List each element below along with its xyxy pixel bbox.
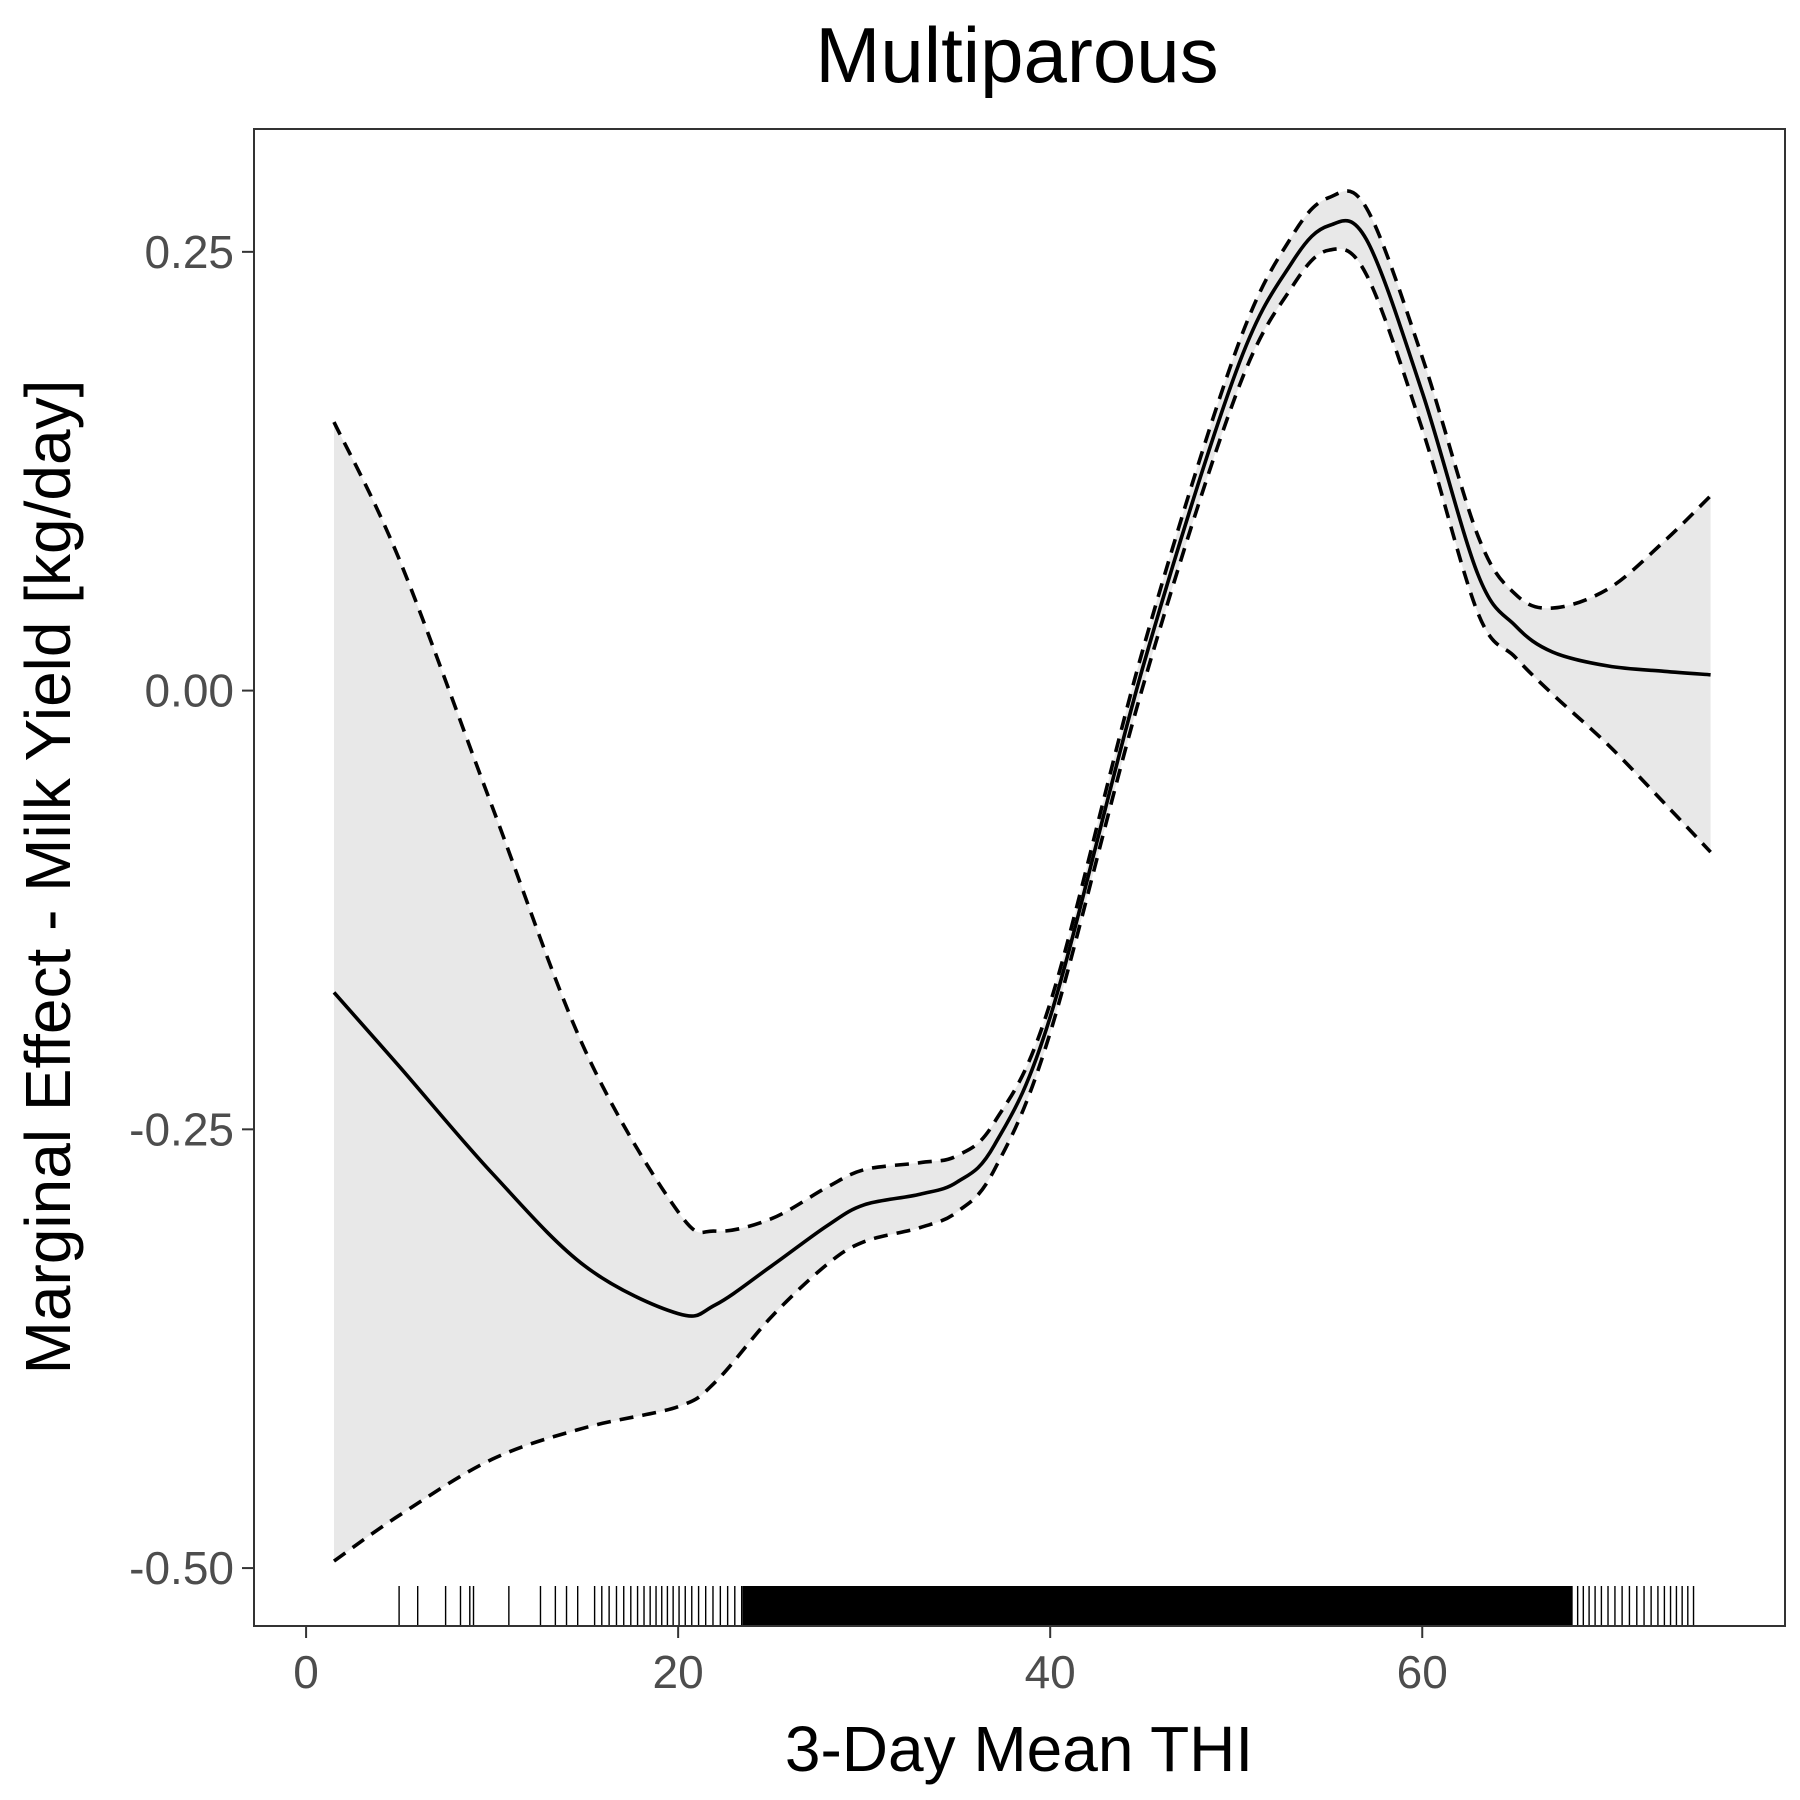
y-tick-label: -0.50 [129, 1542, 234, 1594]
panel-border [253, 128, 1786, 1627]
upper-bound-line [332, 189, 1712, 1235]
x-tick-label: 40 [1025, 1646, 1076, 1698]
series-layer [332, 189, 1712, 1563]
y-axis-title: Marginal Effect - Milk Yield [kg/day] [12, 380, 84, 1375]
y-axis: 0.25 0.00 -0.25 -0.50 [129, 226, 254, 1594]
confidence-band-layer [333, 190, 1711, 1562]
chart-title: Multiparous [815, 11, 1218, 99]
x-axis: 0 20 40 60 [293, 1626, 1448, 1698]
confidence-band [333, 190, 1711, 1562]
x-tick-label: 20 [653, 1646, 704, 1698]
x-tick-label: 0 [293, 1646, 319, 1698]
y-tick-label: 0.25 [144, 226, 234, 278]
estimate-line [332, 218, 1711, 1318]
y-tick-label: 0.00 [144, 665, 234, 717]
lower-bound-line [332, 247, 1712, 1563]
y-tick-label: -0.25 [129, 1103, 234, 1155]
x-tick-label: 60 [1397, 1646, 1448, 1698]
x-axis-title: 3-Day Mean THI [785, 1713, 1253, 1785]
rug-layer [398, 1586, 1695, 1626]
